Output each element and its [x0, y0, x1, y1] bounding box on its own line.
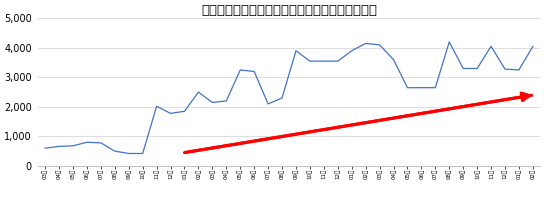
- Title: 高カカオ以外の健康機能系チョコレート売上実績: 高カカオ以外の健康機能系チョコレート売上実績: [201, 4, 377, 17]
